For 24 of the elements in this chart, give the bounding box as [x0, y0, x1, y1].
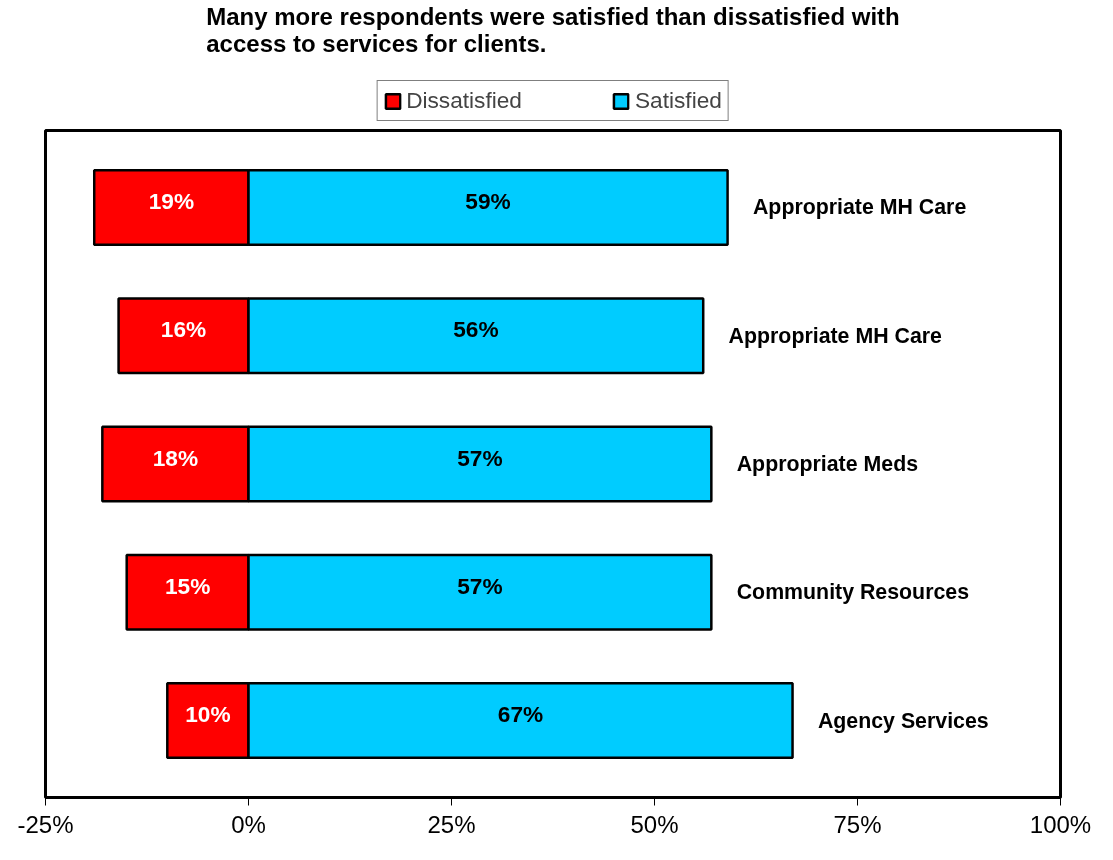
y-tick-label: Community Resources	[736, 580, 970, 605]
data-label: 15%	[164, 572, 211, 599]
data-label: 56%	[453, 316, 499, 343]
data-label: 59%	[465, 188, 511, 215]
x-tick-label: 75%	[833, 810, 882, 838]
legend-label: Dissatisfied	[406, 87, 522, 114]
x-tick-label: -25%	[17, 810, 74, 838]
data-label: 10%	[185, 701, 231, 728]
x-tick-label: 0%	[231, 810, 266, 838]
x-tick-label: 50%	[630, 810, 679, 838]
x-tick-label: 100%	[1029, 810, 1092, 838]
data-label: 67%	[497, 701, 544, 728]
data-label: 16%	[160, 316, 207, 343]
y-tick-label: Appropriate Meds	[736, 452, 919, 476]
data-label: 57%	[457, 444, 503, 471]
data-label: 19%	[148, 188, 195, 215]
y-tick-label: Agency Services	[817, 708, 989, 733]
x-tick-label: 25%	[427, 810, 476, 838]
y-tick-label: Appropriate MH Care	[752, 195, 967, 220]
data-label: 18%	[152, 444, 199, 471]
legend-label: Satisfied	[634, 87, 722, 114]
chart-title: Many more respondents were satisfied than dissatisfied with access to services for clients.	[206, 2, 900, 57]
y-tick-label: Appropriate MH Care	[728, 323, 943, 348]
data-label: 57%	[457, 572, 503, 599]
